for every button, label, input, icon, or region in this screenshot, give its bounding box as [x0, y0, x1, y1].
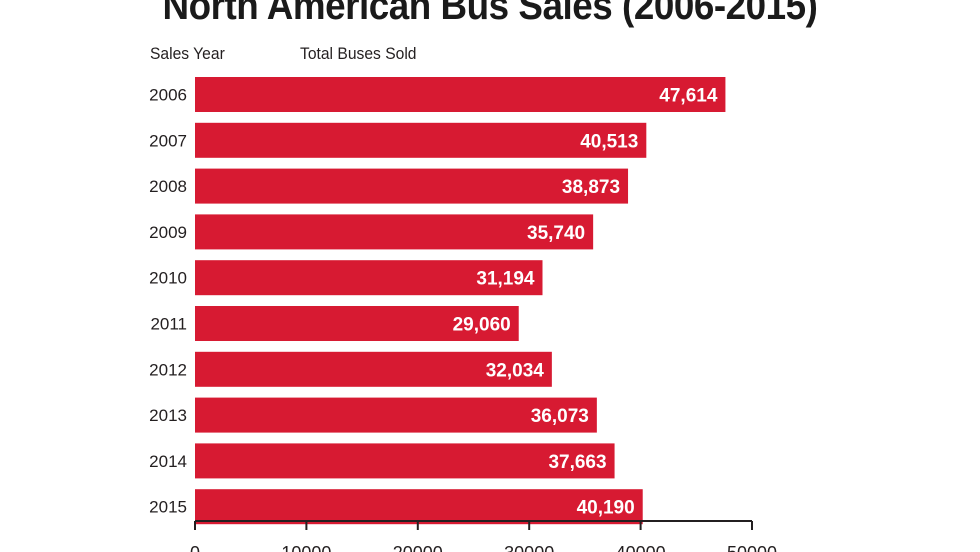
year-label-2009: 2009	[149, 223, 187, 242]
x-tick-label-30000: 30000	[504, 543, 554, 552]
chart-title: North American Bus Sales (2006-2015)	[162, 0, 818, 28]
x-tick-label-10000: 10000	[281, 543, 331, 552]
x-tick-label-40000: 40000	[616, 543, 666, 552]
value-label-2012: 32,034	[486, 360, 545, 381]
bar-2009	[195, 214, 594, 250]
value-label-2010: 31,194	[476, 269, 535, 290]
year-label-2010: 2010	[149, 269, 187, 288]
value-label-2009: 35,740	[527, 223, 585, 244]
year-label-2012: 2012	[149, 360, 187, 379]
bar-2014	[195, 443, 615, 479]
value-label-2014: 37,663	[548, 452, 606, 473]
year-label-2014: 2014	[149, 452, 187, 471]
bar-2011	[195, 306, 519, 341]
year-label-2008: 2008	[149, 177, 187, 196]
bar-2013	[195, 397, 597, 433]
year-label-2015: 2015	[149, 498, 187, 517]
value-label-2007: 40,513	[580, 131, 638, 152]
x-tick-label-0: 0	[190, 543, 200, 552]
year-label-2013: 2013	[149, 406, 187, 425]
sales-year-header: Sales Year	[150, 44, 225, 63]
value-label-2013: 36,073	[531, 406, 589, 427]
value-label-2008: 38,873	[562, 177, 620, 198]
bar-2010	[195, 260, 543, 296]
bar-2007	[195, 122, 647, 158]
bar-2006	[195, 77, 726, 112]
bar-2012	[195, 351, 552, 387]
year-label-2006: 2006	[149, 86, 187, 105]
year-label-2007: 2007	[149, 131, 187, 150]
value-label-2011: 29,060	[453, 315, 511, 336]
bar-2008	[195, 168, 629, 204]
value-label-2006: 47,614	[659, 86, 718, 107]
x-tick-label-50000: 50000	[727, 543, 777, 552]
year-label-2011: 2011	[150, 315, 187, 334]
bar-2015	[195, 489, 643, 525]
value-label-2015: 40,190	[577, 498, 635, 519]
total-buses-header: Total Buses Sold	[300, 44, 417, 63]
x-tick-label-20000: 20000	[393, 543, 443, 552]
